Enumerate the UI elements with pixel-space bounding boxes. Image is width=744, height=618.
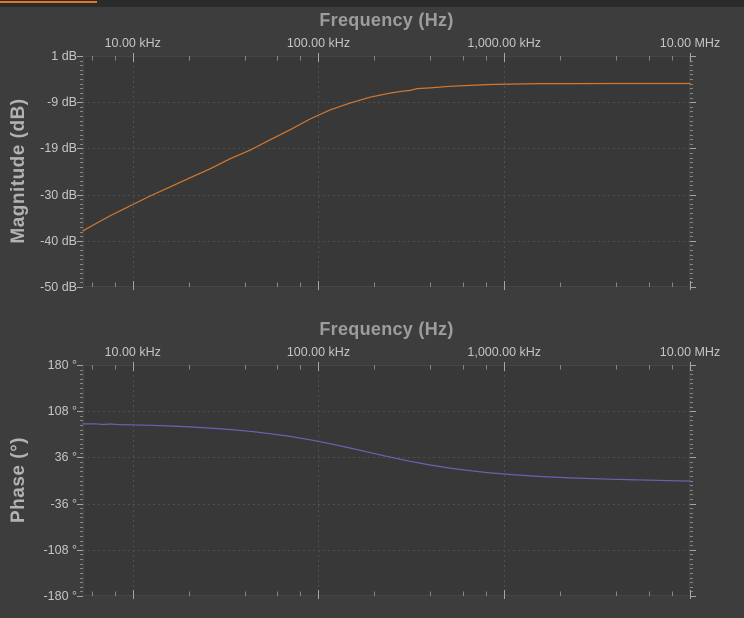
- magnitude-plot[interactable]: [77, 53, 696, 290]
- y-tick-label: -50 dB: [40, 280, 77, 294]
- x-tick-label: 100.00 kHz: [286, 345, 351, 359]
- x-tick-label: 10.00 kHz: [104, 345, 161, 359]
- x-tick-label: 10.00 MHz: [659, 345, 721, 359]
- y-tick-label: -40 dB: [40, 233, 77, 248]
- x-tick-label: 1,000.00 kHz: [467, 36, 542, 50]
- y-tick-label: -19 dB: [40, 141, 77, 156]
- y-tick-label: -36 °: [50, 496, 77, 511]
- y-tick-label: 108 °: [47, 404, 77, 419]
- y-tick-label: -180 °: [43, 589, 78, 603]
- phase-chart-title: Frequency (Hz): [319, 319, 454, 339]
- sweep-progress-track: [0, 0, 744, 7]
- y-tick-label: -108 °: [43, 542, 78, 557]
- y-tick-label: 1 dB: [51, 49, 77, 63]
- y-tick-label: 36 °: [54, 450, 77, 465]
- x-tick-label: 10.00 kHz: [104, 36, 161, 50]
- magnitude-axis-title: Magnitude (dB): [8, 98, 29, 244]
- y-tick-label: 180 °: [47, 358, 77, 372]
- x-tick-label: 100.00 kHz: [286, 36, 351, 50]
- magnitude-chart-title: Frequency (Hz): [319, 10, 454, 30]
- sweep-progress-bar: [0, 1, 97, 3]
- x-tick-label: 10.00 MHz: [659, 36, 721, 50]
- x-tick-label: 1,000.00 kHz: [467, 345, 542, 359]
- phase-plot[interactable]: [77, 362, 696, 599]
- y-tick-label: -9 dB: [47, 95, 77, 110]
- y-tick-label: -30 dB: [40, 187, 77, 202]
